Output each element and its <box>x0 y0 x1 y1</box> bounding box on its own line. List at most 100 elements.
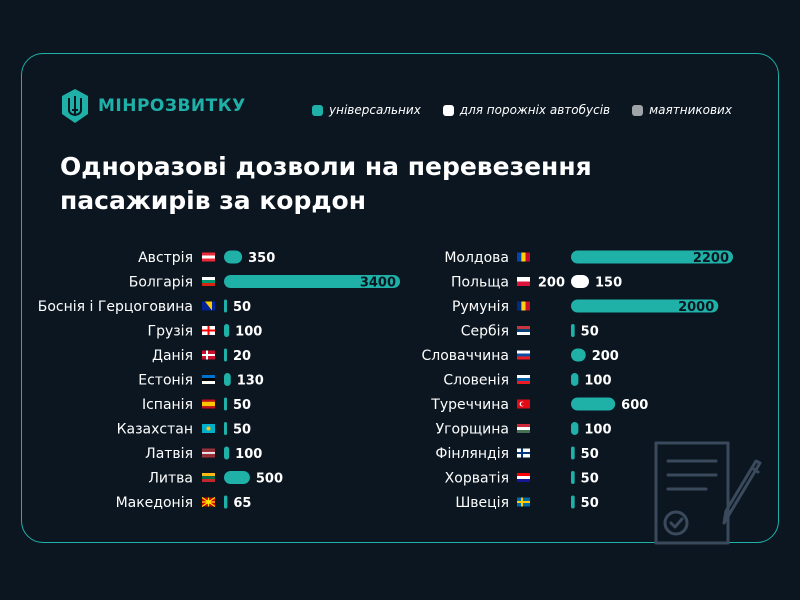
legend-item-pendulum: маятникових <box>632 103 732 117</box>
data-label: 100 <box>584 423 611 438</box>
chart-row: Іспанія 50 <box>142 397 251 413</box>
flag-lithuania-icon <box>202 473 215 482</box>
title-line-1: Одноразові дозволи на перевезення <box>60 152 592 181</box>
country-label: Казахстан <box>117 422 193 438</box>
country-label: Словенія <box>443 373 509 389</box>
bar-universal <box>571 299 719 313</box>
bar-universal <box>224 299 227 313</box>
bar-universal <box>224 495 228 509</box>
chart-row: Естонія 130 <box>138 373 264 389</box>
legend-label: маятникових <box>649 103 732 117</box>
data-label: 3400 <box>360 276 396 291</box>
chart-row: Швеція 50 <box>455 495 598 511</box>
chart-row: Грузія 100 <box>148 324 263 340</box>
flag-kazakhstan-icon <box>202 424 215 433</box>
country-label: Сербія <box>461 324 509 340</box>
bar-universal <box>571 446 575 460</box>
flag-latvia-icon <box>202 448 215 458</box>
data-label: 350 <box>248 251 275 266</box>
legend-label: універсальних <box>329 103 421 117</box>
chart-row: Латвія 100 <box>145 446 262 462</box>
data-label: 200 <box>592 349 619 364</box>
bar-universal <box>571 324 575 337</box>
chart-row: Данія 20 <box>152 348 251 364</box>
data-label: 200 <box>538 276 565 291</box>
data-label: 65 <box>233 496 251 511</box>
data-label: 2200 <box>693 251 729 266</box>
chart-row: Молдова 2200 <box>444 250 733 266</box>
chart-row: Австрія 350 <box>138 250 275 266</box>
flag-serbia-icon <box>517 326 530 335</box>
country-label: Австрія <box>138 250 193 266</box>
flag-slovenia-icon <box>517 375 530 384</box>
country-label: Литва <box>148 471 193 487</box>
bar-universal <box>224 422 227 435</box>
logo-text: МІНРОЗВИТКУ <box>98 96 246 116</box>
country-label: Молдова <box>444 250 509 266</box>
chart-row: Польща 200 150 <box>451 275 622 291</box>
country-label: Данія <box>152 348 193 364</box>
country-label: Латвія <box>145 446 193 462</box>
legend-label: для порожніх автобусів <box>459 103 611 117</box>
flag-sweden-icon <box>517 497 530 507</box>
data-label: 20 <box>233 349 251 364</box>
data-label: 130 <box>237 374 264 389</box>
chart-row: Фінляндія 50 <box>435 446 598 462</box>
data-label: 100 <box>235 447 262 462</box>
bar-universal <box>224 471 250 484</box>
flag-spain-icon <box>202 399 215 409</box>
chart-row: Боснія і Герцоговина 50 <box>38 299 251 315</box>
data-label: 50 <box>233 300 251 315</box>
data-label: 100 <box>584 374 611 389</box>
flag-croatia-icon <box>517 473 530 482</box>
flag-bulgaria-icon <box>202 277 215 286</box>
bar-universal <box>224 446 230 460</box>
chart-row: Словаччина 200 <box>422 348 619 364</box>
data-label: 50 <box>233 423 251 438</box>
data-label: 50 <box>233 398 251 413</box>
legend-swatch <box>442 104 454 116</box>
bar-universal <box>224 348 227 362</box>
flag-austria-icon <box>202 252 215 262</box>
chart-row: Сербія 50 <box>461 324 599 340</box>
bar-universal <box>224 275 400 288</box>
country-label: Румунія <box>452 299 509 315</box>
country-label: Фінляндія <box>435 446 509 462</box>
data-label: 500 <box>256 472 283 487</box>
data-label: 50 <box>581 447 599 462</box>
flag-romania-icon <box>517 301 530 311</box>
chart-row: Румунія 2000 <box>452 299 719 315</box>
title-line-2: пасажирів за кордон <box>60 186 366 215</box>
bar-universal <box>224 373 231 386</box>
bar-universal <box>224 397 227 411</box>
country-label: Грузія <box>148 324 193 340</box>
bar-universal <box>571 250 733 264</box>
bar-universal <box>571 373 579 386</box>
legend-item-empty-bus: для порожніх автобусів <box>442 103 611 117</box>
flag-macedonia-icon <box>201 497 216 507</box>
bar-universal <box>571 495 575 509</box>
chart-row: Македонія 65 <box>116 495 252 511</box>
document-signature-icon <box>648 435 768 554</box>
data-label: 600 <box>621 398 648 413</box>
bar-universal <box>571 471 575 484</box>
bar-universal <box>224 324 230 337</box>
country-label: Словаччина <box>422 348 510 364</box>
country-label: Угорщина <box>436 422 509 438</box>
chart-row: Казахстан 50 <box>117 422 252 438</box>
country-label: Боснія і Герцоговина <box>38 299 193 315</box>
flag-bosnia-icon <box>202 301 215 311</box>
flag-slovakia-icon <box>517 350 530 360</box>
chart-row: Хорватія 50 <box>445 471 599 487</box>
chart-title: Одноразові дозволи на перевезення пасажи… <box>60 150 680 218</box>
legend-swatch <box>632 104 644 116</box>
legend-item-universal: універсальних <box>312 103 421 117</box>
bar-universal <box>571 348 586 362</box>
chart-row: Словенія 100 <box>443 373 611 389</box>
flag-poland-icon <box>517 277 530 286</box>
flag-moldova-icon <box>517 252 530 262</box>
flag-estonia-icon <box>202 375 215 384</box>
country-label: Естонія <box>138 373 193 389</box>
data-label: 50 <box>581 325 599 340</box>
